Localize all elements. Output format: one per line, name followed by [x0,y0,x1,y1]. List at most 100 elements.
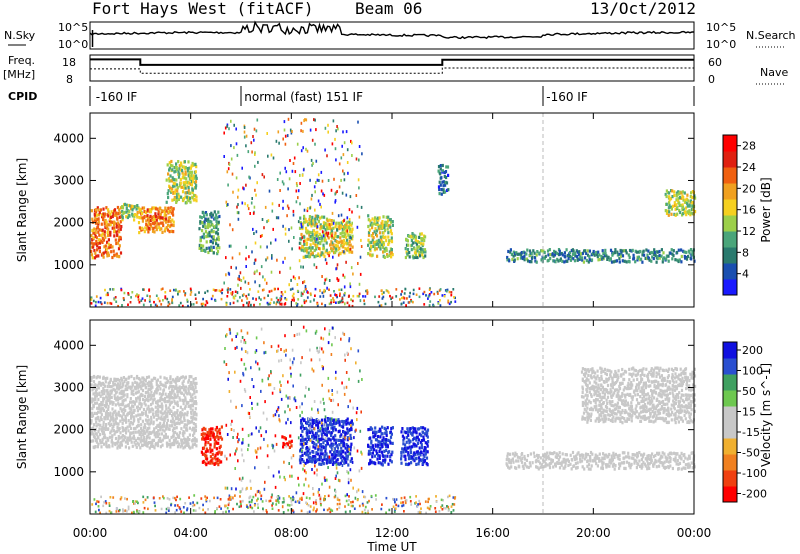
nsearch-label: N.Search [746,29,796,42]
power-colorbar-tick-4: 20 [742,182,756,195]
power-echo-region-9 [437,163,450,196]
velocity-echo-region-4 [367,425,394,467]
velocity-colorbar-tick-4: -15 [742,426,760,439]
power-colorbar-swatch-0 [723,279,737,296]
freq-unit-label: [MHz] [3,68,35,81]
power-colorbar-label: Power [dB] [759,177,773,242]
noise-left-top: 10^5 [58,21,88,34]
noise-sky-trace [89,20,694,40]
velocity-colorbar-swatch-2 [723,454,737,471]
freq-left-top: 18 [62,56,76,69]
velocity-colorbar-swatch-4 [723,422,737,439]
power-panel [89,112,697,308]
noise-left-bottom: 10^0 [58,38,88,51]
beam-label: Beam 06 [355,0,422,18]
power-colorbar-swatch-4 [723,215,737,232]
power-echo-region-5 [298,214,329,259]
cpid-strip: CPID -160 IF normal (fast) 151 IF -160 IF [8,86,695,106]
x-tick-label-3: 12:00 [375,526,410,540]
nave-trace [90,67,694,74]
power-echo-region-11 [664,189,697,217]
velocity-colorbar-swatch-8 [723,358,737,375]
freq-right-bottom: 0 [708,73,715,86]
x-tick-label-6: 00:00 [677,526,712,540]
y-tick-label-0-3: 4000 [53,131,84,145]
velocity-colorbar-tick-1: 100 [742,365,763,378]
nave-label: Nave [760,66,788,79]
frequency-trace [90,58,694,66]
freq-left-bottom: 8 [66,73,73,86]
power-echo-region-8 [404,232,427,260]
cpid-label: CPID [8,90,37,103]
velocity-colorbar-tick-7: -200 [742,488,767,501]
frequency-panel: Freq. [MHz] 18 8 60 0 Nave [3,54,788,86]
noise-right-bottom: 10^0 [706,38,736,51]
y-axis-label-0: Slant Range [km] [15,158,29,262]
velocity-colorbar-swatch-3 [723,438,737,455]
power-echo-region-6 [326,218,354,256]
power-colorbar-tick-6: 28 [742,140,756,153]
power-colorbar-tick-2: 12 [742,225,756,238]
cpid-label-0: -160 IF [96,90,138,104]
power-colorbar-swatch-3 [723,231,737,248]
power-colorbar-swatch-1 [723,263,737,280]
power-scatter-noise [223,117,363,306]
y-tick-label-0-0: 1000 [53,258,84,272]
x-tick-label-4: 16:00 [475,526,510,540]
velocity-echo-region-2 [281,434,293,449]
x-tick-label-5: 20:00 [576,526,611,540]
velocity-colorbar-label: Velocity [m s^-1] [759,363,773,467]
velocity-scatter-noise [223,325,364,512]
velocity-colorbar: 200 100 50 15 -15 -50 -100 -200 [722,341,767,503]
velocity-panel [89,319,697,515]
y-tick-label-0-2: 3000 [53,173,84,187]
noise-right-top: 10^5 [706,21,736,34]
velocity-colorbar-swatch-0 [723,486,737,503]
power-colorbar-swatch-6 [723,183,737,200]
velocity-echo-region-1 [200,425,224,467]
power-colorbar-tick-5: 24 [742,161,756,174]
cpid-label-2: -160 IF [546,90,588,104]
velocity-echo-region-3 [298,417,354,467]
velocity-ground-scatter [91,494,457,515]
power-colorbar-tick-0: 4 [742,268,749,281]
velocity-echo-region-6 [505,450,696,471]
velocity-colorbar-swatch-6 [723,390,737,407]
velocity-colorbar-tick-0: 200 [742,344,763,357]
cpid-label-1: normal (fast) 151 IF [244,90,363,104]
y-tick-label-1-2: 3000 [53,380,84,394]
power-ground-scatter [90,287,457,308]
power-colorbar: 4 8 12 16 20 24 28 [722,134,756,296]
velocity-echo-region-5 [400,426,430,467]
power-colorbar-swatch-7 [723,167,737,184]
nsky-label: N.Sky [4,29,36,42]
power-colorbar-tick-1: 8 [742,246,749,259]
x-tick-label-0: 00:00 [73,526,108,540]
power-colorbar-swatch-9 [723,135,737,152]
power-colorbar-swatch-5 [723,199,737,216]
x-axis-label: Time UT [366,540,417,554]
velocity-colorbar-swatch-7 [723,374,737,391]
power-echo-region-7 [367,214,394,259]
y-tick-label-1-1: 2000 [53,423,84,437]
velocity-echo-region-7 [580,366,697,425]
power-echo-region-1 [121,202,143,222]
velocity-colorbar-swatch-5 [723,406,737,423]
power-echo-region-3 [165,159,198,205]
y-tick-label-1-0: 1000 [53,465,84,479]
velocity-colorbar-swatch-1 [723,470,737,487]
station-title: Fort Hays West (fitACF) [92,0,314,18]
x-tick-label-1: 04:00 [173,526,208,540]
power-echo-region-4 [198,210,221,256]
power-echo-region-0 [90,205,123,260]
x-tick-label-2: 08:00 [274,526,309,540]
y-axis-label-1: Slant Range [km] [15,365,29,469]
date-label: 13/Oct/2012 [590,0,696,18]
power-echo-region-2 [137,206,175,235]
power-echo-region-10 [506,248,696,264]
noise-panel: N.Sky 10^5 10^0 10^5 10^0 N.Search [4,20,796,51]
velocity-colorbar-tick-2: 50 [742,385,756,398]
velocity-colorbar-tick-3: 15 [742,406,756,419]
velocity-colorbar-swatch-9 [723,342,737,359]
